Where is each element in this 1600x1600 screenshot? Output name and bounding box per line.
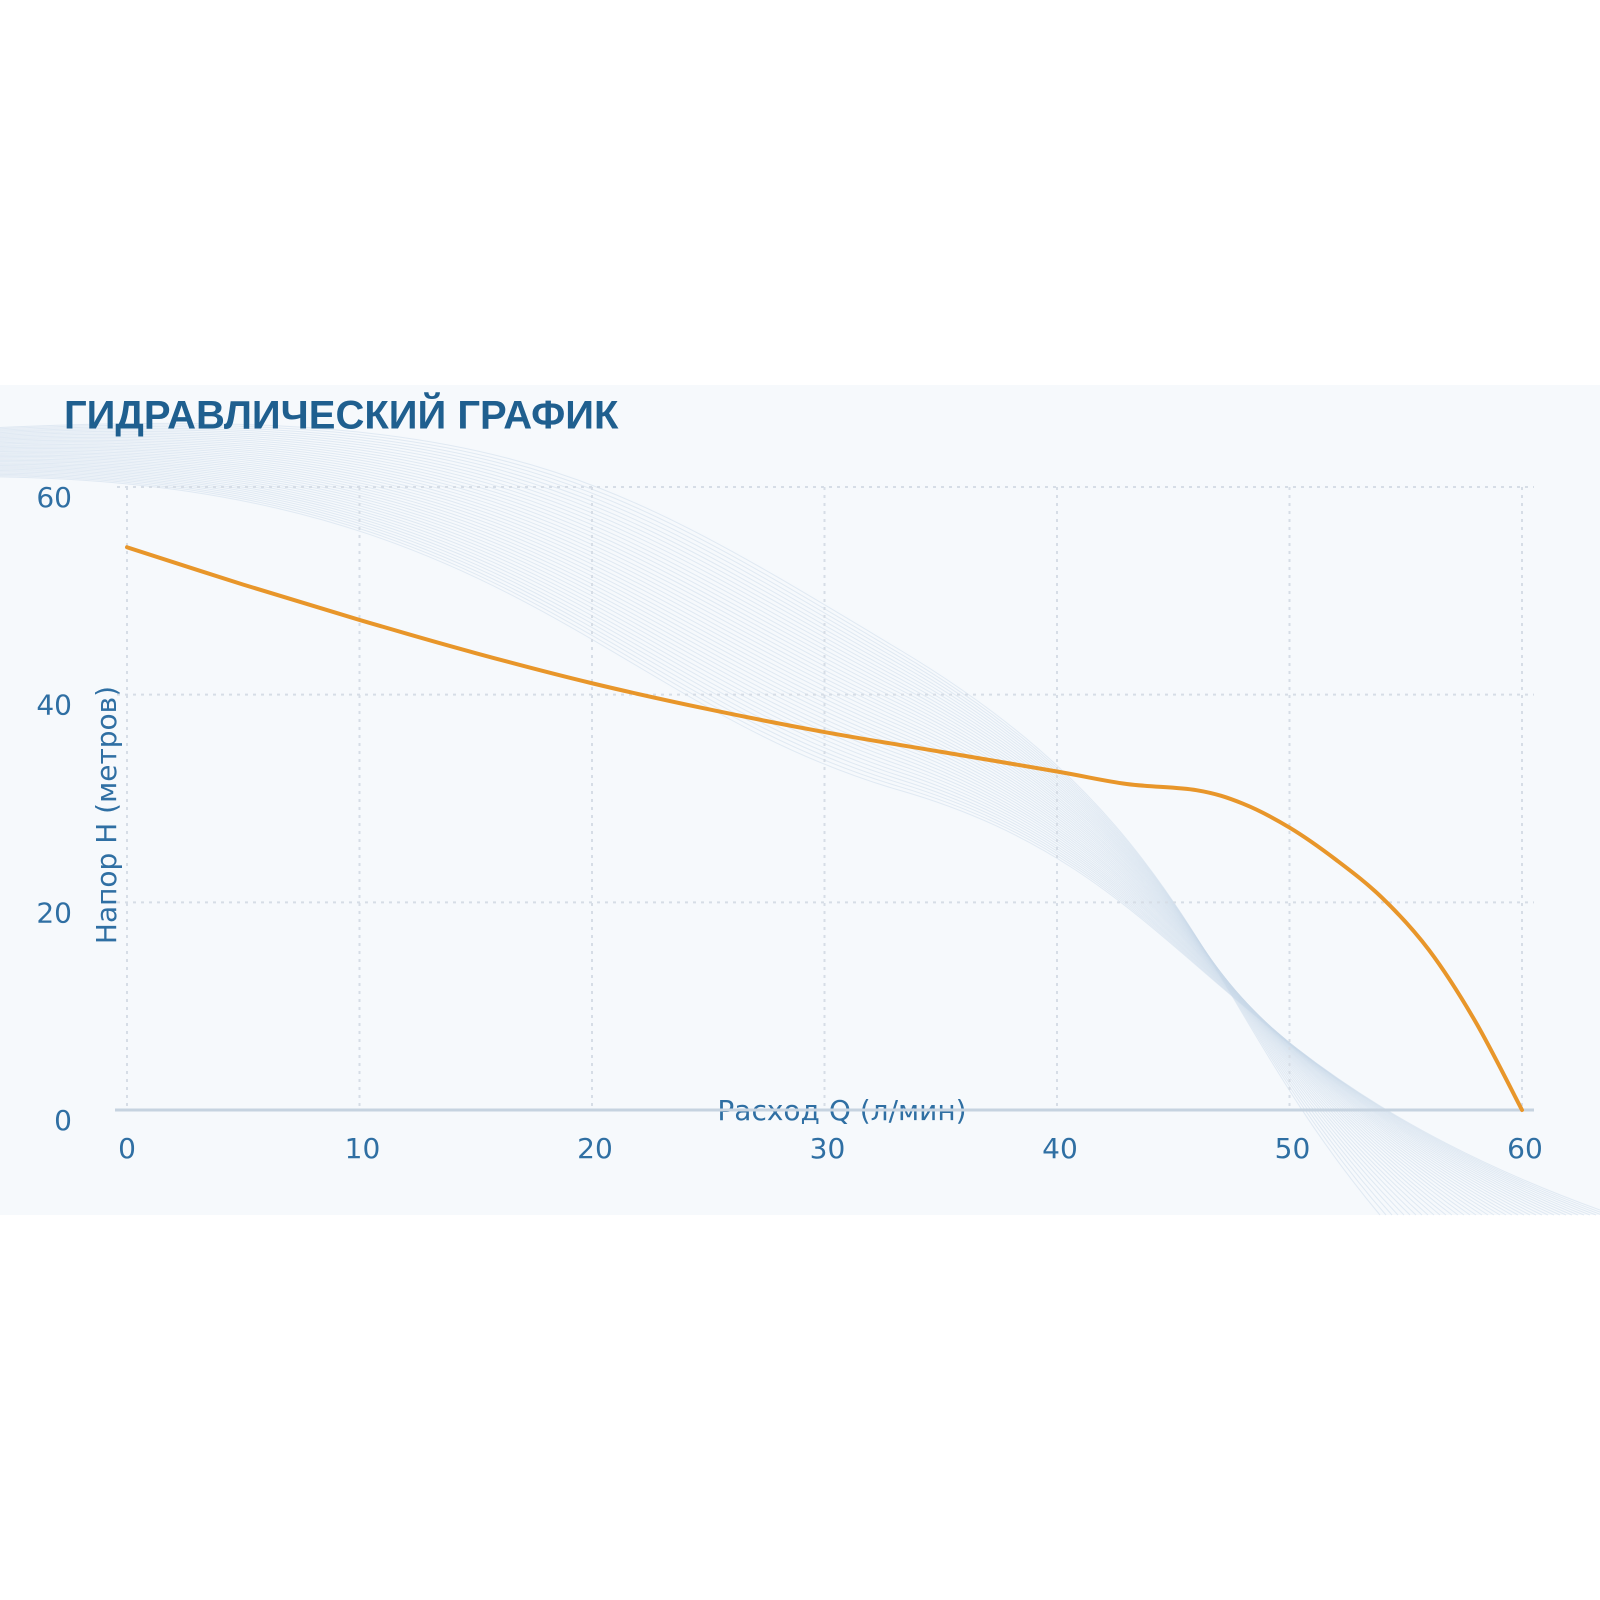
wave-line xyxy=(0,426,1393,1216)
wave-line xyxy=(0,433,1423,1216)
wave-line xyxy=(0,438,1441,1216)
wave-line xyxy=(0,476,1600,1211)
x-tick-label: 30 xyxy=(810,1132,846,1165)
wave-line xyxy=(0,429,1405,1216)
y-tick-label: 60 xyxy=(36,481,72,514)
wave-line xyxy=(0,430,1411,1216)
background-waves xyxy=(0,422,1600,1216)
wave-line xyxy=(0,427,1399,1216)
x-tick-label: 60 xyxy=(1507,1132,1543,1165)
x-tick-label: 50 xyxy=(1275,1132,1311,1165)
x-tick-label: 20 xyxy=(577,1132,613,1165)
y-tick-label: 20 xyxy=(36,896,72,929)
chart-background xyxy=(0,385,1600,1215)
wave-line xyxy=(0,441,1453,1216)
y-tick-label: 40 xyxy=(36,689,72,722)
y-tick-label: 0 xyxy=(54,1104,72,1137)
data-line xyxy=(125,545,1524,1112)
x-tick-label: 0 xyxy=(118,1132,136,1165)
wave-line xyxy=(0,435,1429,1216)
x-tick-label: 40 xyxy=(1042,1132,1078,1165)
wave-line xyxy=(0,439,1447,1216)
x-tick-label: 10 xyxy=(345,1132,381,1165)
wave-line xyxy=(0,432,1417,1216)
wave-line xyxy=(0,442,1459,1216)
y-axis-label: Напор H (метров) xyxy=(90,686,123,944)
wave-line xyxy=(0,444,1465,1216)
wave-line xyxy=(0,422,1381,1216)
chart-title: ГИДРАВЛИЧЕСКИЙ ГРАФИК xyxy=(64,392,619,438)
wave-line xyxy=(0,436,1435,1216)
wave-line xyxy=(0,424,1387,1216)
